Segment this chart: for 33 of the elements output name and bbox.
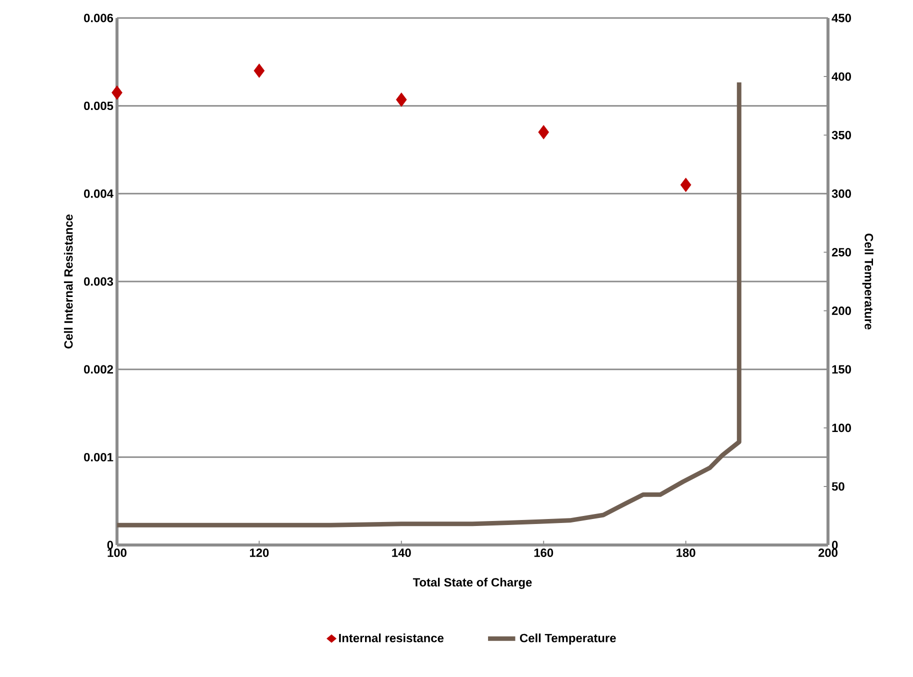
- y-tick-label: 0.005: [84, 102, 114, 110]
- y2-tick-label: 50: [832, 482, 844, 491]
- y2-tick-label: 300: [832, 189, 851, 198]
- y2-tick-label: 100: [832, 424, 851, 432]
- y2-axis-title: Cell Temperature: [862, 234, 874, 330]
- x-tick-label: 140: [392, 548, 411, 557]
- y2-tick-label: 400: [832, 72, 851, 81]
- point: [396, 92, 407, 107]
- y-axis-title: Cell Internal Resistance: [64, 214, 73, 348]
- x-tick-label: 100: [108, 548, 126, 557]
- legend-label: Cell Temperature: [520, 634, 616, 645]
- point: [538, 125, 550, 140]
- x-tick-label: 120: [250, 548, 269, 557]
- legend-label: Internal resistance: [339, 634, 444, 642]
- y2-tick-label: 150: [832, 365, 851, 374]
- point: [680, 178, 692, 192]
- y2-tick-label: 0: [832, 540, 838, 550]
- y-tick-label: 0.004: [84, 189, 114, 198]
- y2-tick-label: 200: [832, 306, 851, 316]
- y-tick-label: 0.003: [84, 277, 114, 286]
- y-tick-label: 0.002: [84, 365, 113, 374]
- x-tick-label: 180: [676, 548, 696, 557]
- point: [112, 85, 122, 100]
- y-tick-label: 0.006: [84, 14, 114, 22]
- y2-tick-label: 450: [832, 14, 851, 22]
- y-tick-label: 0.001: [84, 452, 114, 462]
- y2-tick-label: 250: [832, 248, 851, 256]
- y2-tick-label: 350: [832, 130, 851, 140]
- y-tick-label: 0: [107, 540, 113, 550]
- point: [254, 64, 265, 78]
- x-axis-title: Total State of Charge: [412, 578, 532, 589]
- x-tick-label: 200: [818, 548, 838, 557]
- x-tick-label: 160: [534, 548, 554, 557]
